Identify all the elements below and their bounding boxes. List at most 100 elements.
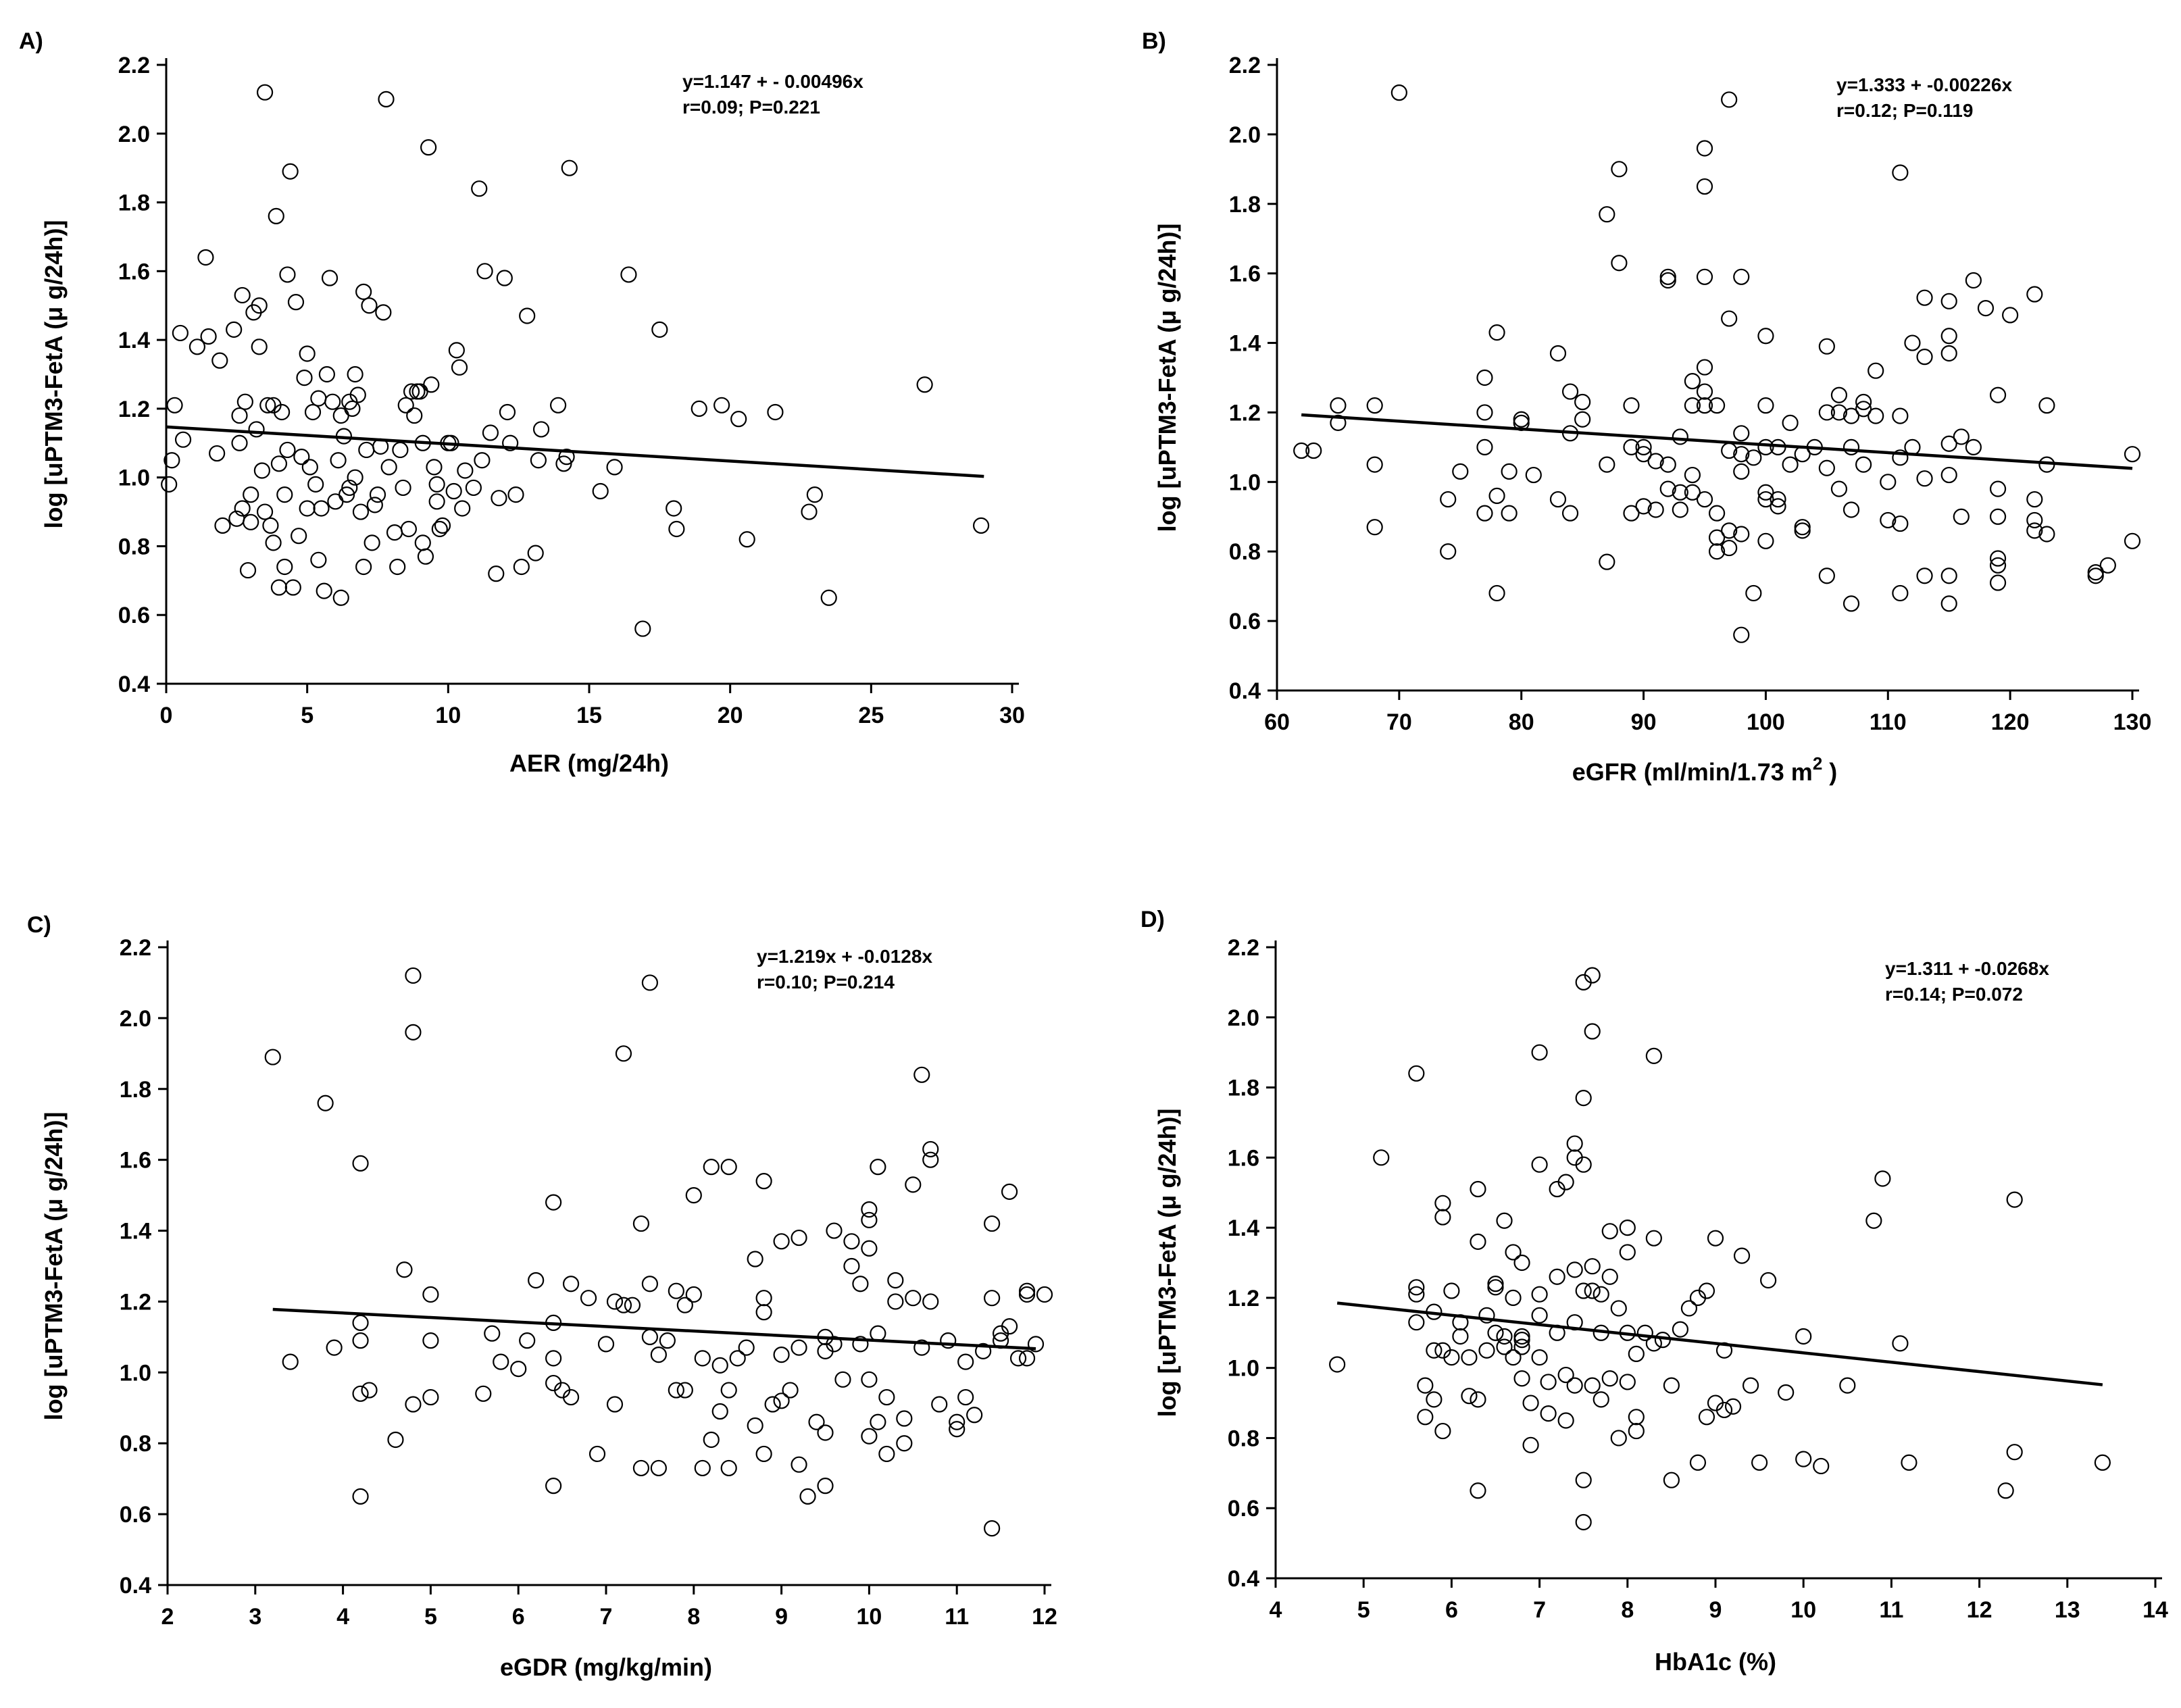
panel-label: D) [1140,907,1165,932]
data-point [318,366,335,383]
data-point [2026,511,2043,529]
y-tick-label: 2.2 [120,935,151,961]
data-point [659,1332,676,1349]
data-point [1659,480,1676,497]
data-point [395,479,411,497]
data-point [2094,1454,2111,1471]
data-point [615,1045,632,1062]
data-point [1470,1482,1486,1499]
data-point [475,1385,492,1402]
data-point [1575,1090,1592,1107]
data-point [1647,453,1664,470]
regression-annotation: y=1.219x + -0.0128x [757,946,932,967]
data-point [703,1159,720,1176]
data-point [2124,446,2141,463]
data-point [1593,1391,1609,1408]
data-point [454,500,471,517]
data-point [1940,466,1957,484]
data-point [878,1445,895,1463]
x-tick-label: 10 [856,1604,882,1630]
data-point [403,383,420,400]
data-point [172,324,189,342]
data-point [226,321,243,338]
data-point [668,1382,684,1399]
y-tick-label: 1.4 [1228,1215,1259,1241]
data-point [767,403,784,421]
data-point [1575,1513,1592,1531]
data-point [1733,425,1750,442]
data-point [239,561,257,579]
data-point [1880,511,1897,529]
data-point [1513,1338,1530,1355]
data-point [1366,456,1383,473]
data-point [2124,532,2141,549]
data-point [1561,505,1579,522]
data-point [231,407,248,424]
data-point [592,482,609,500]
data-point [301,459,318,476]
data-point [352,503,370,520]
data-point [738,531,755,548]
data-point [1561,383,1579,400]
data-point [957,1388,974,1406]
y-tick-label: 1.6 [120,1148,151,1174]
data-point [1855,456,1872,473]
data-point [817,1424,834,1441]
data-point [1715,1342,1733,1359]
data-point [817,1478,834,1494]
data-point [1645,1230,1662,1247]
y-tick-label: 2.0 [118,122,150,147]
data-point [703,1431,720,1449]
data-point [369,486,386,503]
y-tick-label: 2.0 [120,1006,151,1032]
data-point [730,411,747,428]
data-point [1818,404,1835,421]
y-tick-label: 1.8 [1229,192,1261,218]
x-tick-label: 4 [1270,1597,1282,1623]
x-axis-title-text: eGDR (mg/kg/min) [500,1653,712,1681]
data-point [1501,505,1518,522]
data-point [676,1297,693,1313]
data-point [405,967,422,984]
data-point [270,455,288,472]
data-point [417,548,434,565]
y-tick-label: 0.6 [120,1502,151,1528]
y-tick-label: 0.8 [1229,539,1261,565]
data-point [1619,1374,1636,1390]
data-point [984,1215,1001,1232]
data-point [1842,501,1860,518]
data-point [519,307,536,324]
data-point [422,1332,439,1349]
data-point [1434,1195,1451,1211]
data-point [1461,1388,1478,1405]
data-point [1575,1156,1592,1173]
data-point [406,407,423,424]
data-point [1531,1044,1548,1061]
data-point [287,294,305,311]
panel-a: A) 0.4 0.6 0.8 1.0 1.2 1.4 1.6 1.8 2.0 2.2 0 5 10 15 20… [19,28,1025,777]
y-axis-title: log [uPTM3-FetA (μ g/24h)] [1153,224,1181,532]
panel-d: D) 0.4 0.6 0.8 1.0 1.2 1.4 1.6 1.8 2.0 2.2 4 5 6 7 8 9 10… [1140,907,2168,1676]
data-point [355,558,372,576]
regression-line [272,1307,1036,1351]
data-point [396,1261,413,1278]
x-tick-label: 12 [1967,1597,1992,1623]
data-point [1478,1307,1495,1324]
data-point [189,338,206,355]
data-point [1599,456,1615,473]
y-tick-label: 0.4 [118,672,150,697]
data-point [861,1211,878,1228]
data-point [1830,404,1848,421]
data-point [1733,1247,1751,1264]
data-point [1584,1023,1601,1040]
data-point [949,1421,966,1438]
data-point [1566,1377,1583,1394]
data-point [1745,584,1762,602]
data-point [1505,1244,1522,1261]
data-point [423,376,440,393]
data-point [1513,1328,1530,1345]
data-point [1721,522,1738,539]
data-point [1778,1384,1795,1401]
data-point [1001,1318,1018,1335]
regression-annotation: r=0.12; P=0.119 [1836,100,1973,121]
